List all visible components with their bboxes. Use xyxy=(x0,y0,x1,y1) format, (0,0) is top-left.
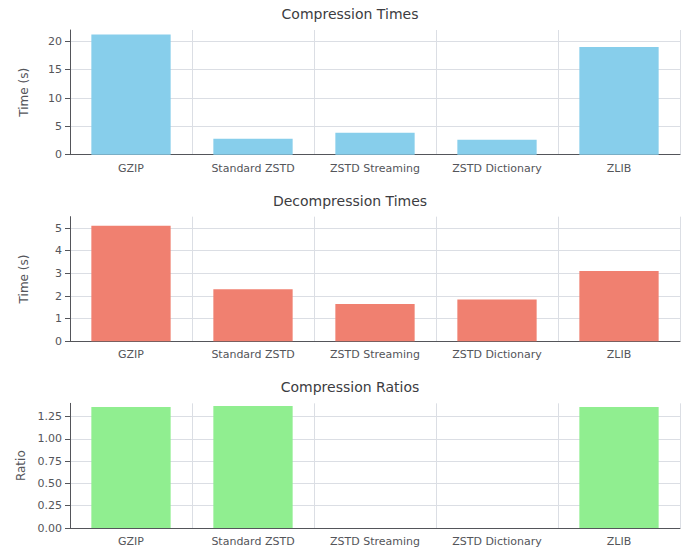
svg-text:0.00: 0.00 xyxy=(38,522,63,535)
svg-text:0.75: 0.75 xyxy=(38,455,63,468)
svg-text:Time (s): Time (s) xyxy=(17,68,31,118)
svg-text:1.25: 1.25 xyxy=(38,410,63,423)
svg-text:ZLIB: ZLIB xyxy=(607,535,631,548)
svg-text:Standard ZSTD: Standard ZSTD xyxy=(211,535,294,548)
svg-text:1: 1 xyxy=(55,312,62,325)
svg-text:0: 0 xyxy=(55,335,62,348)
svg-text:0: 0 xyxy=(55,148,62,161)
svg-text:2: 2 xyxy=(55,290,62,303)
svg-text:4: 4 xyxy=(55,244,62,257)
svg-text:Compression Ratios: Compression Ratios xyxy=(281,379,420,395)
svg-text:1.00: 1.00 xyxy=(38,432,63,445)
svg-text:ZSTD Dictionary: ZSTD Dictionary xyxy=(452,535,542,548)
svg-text:0.25: 0.25 xyxy=(38,499,63,512)
svg-text:Standard ZSTD: Standard ZSTD xyxy=(211,162,294,175)
svg-text:ZSTD Streaming: ZSTD Streaming xyxy=(330,162,420,175)
svg-text:Time (s): Time (s) xyxy=(17,255,31,305)
svg-text:3: 3 xyxy=(55,267,62,280)
svg-text:ZSTD Dictionary: ZSTD Dictionary xyxy=(452,348,542,361)
svg-text:ZSTD Streaming: ZSTD Streaming xyxy=(330,348,420,361)
svg-text:20: 20 xyxy=(48,35,62,48)
svg-text:Ratio: Ratio xyxy=(14,450,28,481)
svg-text:GZIP: GZIP xyxy=(118,535,144,548)
svg-text:ZSTD Dictionary: ZSTD Dictionary xyxy=(452,162,542,175)
svg-text:5: 5 xyxy=(55,222,62,235)
svg-text:ZLIB: ZLIB xyxy=(607,162,631,175)
svg-text:0.50: 0.50 xyxy=(38,477,63,490)
svg-text:Compression Times: Compression Times xyxy=(282,6,419,22)
svg-text:ZLIB: ZLIB xyxy=(607,348,631,361)
svg-text:Standard ZSTD: Standard ZSTD xyxy=(211,348,294,361)
svg-text:GZIP: GZIP xyxy=(118,162,144,175)
svg-text:ZSTD Streaming: ZSTD Streaming xyxy=(330,535,420,548)
svg-text:15: 15 xyxy=(48,63,62,76)
svg-text:GZIP: GZIP xyxy=(118,348,144,361)
svg-text:10: 10 xyxy=(48,92,62,105)
svg-text:Decompression Times: Decompression Times xyxy=(273,193,427,209)
svg-text:5: 5 xyxy=(55,120,62,133)
